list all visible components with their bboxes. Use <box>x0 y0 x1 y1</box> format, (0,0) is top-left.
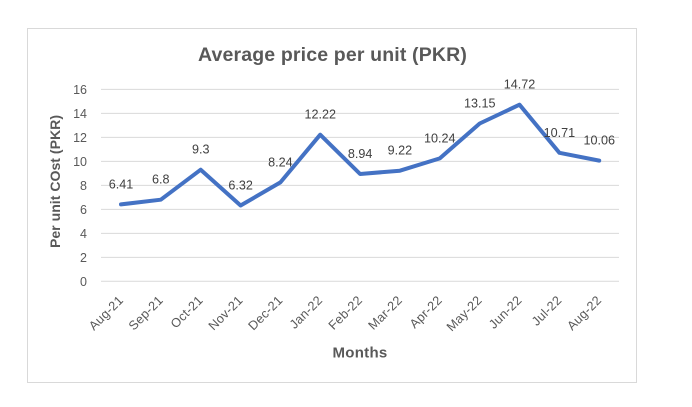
svg-text:Per unit COst (PKR): Per unit COst (PKR) <box>47 115 63 248</box>
svg-text:6.8: 6.8 <box>152 173 170 187</box>
svg-text:13.15: 13.15 <box>464 97 496 111</box>
svg-text:10.24: 10.24 <box>424 131 456 145</box>
svg-text:8: 8 <box>80 179 87 193</box>
svg-text:10.71: 10.71 <box>544 126 576 140</box>
svg-text:9.22: 9.22 <box>388 144 413 158</box>
svg-text:12: 12 <box>73 131 87 145</box>
svg-text:6.32: 6.32 <box>228 179 253 193</box>
svg-text:6: 6 <box>80 203 87 217</box>
svg-text:8.24: 8.24 <box>268 155 293 169</box>
svg-text:8.94: 8.94 <box>348 147 373 161</box>
svg-text:Months: Months <box>332 344 387 361</box>
svg-text:6.41: 6.41 <box>109 177 134 191</box>
svg-text:14.72: 14.72 <box>504 78 536 92</box>
svg-text:12.22: 12.22 <box>304 108 336 122</box>
svg-text:10.06: 10.06 <box>583 134 615 148</box>
svg-text:2: 2 <box>80 251 87 265</box>
svg-text:10: 10 <box>73 155 87 169</box>
svg-text:16: 16 <box>73 83 87 97</box>
svg-text:9.3: 9.3 <box>192 143 210 157</box>
svg-text:4: 4 <box>80 227 87 241</box>
svg-text:14: 14 <box>73 107 87 121</box>
svg-text:Average price per unit (PKR): Average price per unit (PKR) <box>198 44 467 66</box>
svg-text:0: 0 <box>80 275 87 289</box>
